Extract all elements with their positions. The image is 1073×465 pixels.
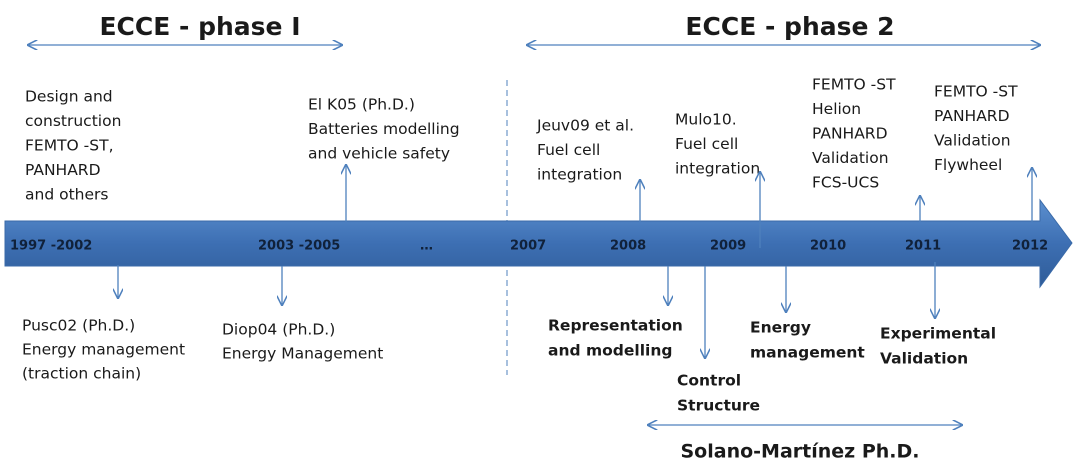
note: Diop04 (Ph.D.) Energy Management [222, 266, 383, 363]
year-label: 2003 -2005 [258, 239, 340, 254]
note-line: (traction chain) [22, 365, 141, 383]
note-line: Representation [548, 317, 683, 335]
year-label: 2009 [710, 239, 746, 254]
year-label: 2011 [905, 239, 941, 254]
note-line: Design and [25, 88, 113, 106]
note-line: Pusc02 (Ph.D.) [22, 317, 135, 335]
phase-title: ECCE - phase I [99, 12, 300, 41]
note-line: Experimental [880, 325, 996, 343]
year-label: 2012 [1012, 239, 1048, 254]
note: Energy management [750, 266, 865, 362]
note-line: FEMTO -ST [934, 83, 1018, 101]
year-label: 2010 [810, 239, 846, 254]
note-line: Batteries modelling [308, 120, 460, 138]
note-line: and modelling [548, 342, 672, 360]
note: Mulo10. Fuel cell integration [675, 111, 760, 248]
note-line: Validation [812, 149, 889, 167]
note: Control Structure [677, 266, 760, 415]
note-line: Validation [880, 350, 968, 368]
note-line: Helion [812, 100, 861, 118]
year-label: 2007 [510, 239, 546, 254]
note-line: management [750, 344, 865, 362]
note-line: and vehicle safety [308, 145, 450, 163]
year-label: … [420, 239, 433, 254]
year-label: 2008 [610, 239, 646, 254]
note: Jeuv09 et al. Fuel cell integration [536, 117, 640, 222]
note: Representation and modelling [548, 266, 683, 360]
note-line: Fuel cell [675, 135, 738, 153]
note-line: PANHARD [812, 125, 888, 143]
note-line: Energy management [22, 341, 185, 359]
note-line: Structure [677, 397, 760, 415]
thesis-label: Solano-Martínez Ph.D. [681, 441, 920, 463]
note: Experimental Validation [880, 262, 996, 368]
note-line: Flywheel [934, 156, 1002, 174]
note-line: Jeuv09 et al. [536, 117, 634, 135]
note-line: Energy Management [222, 345, 383, 363]
note-line: Diop04 (Ph.D.) [222, 321, 335, 339]
note-line: PANHARD [25, 161, 101, 179]
note: El K05 (Ph.D.) Batteries modelling and veh… [308, 96, 460, 222]
phase-title: ECCE - phase 2 [685, 12, 894, 41]
note: FEMTO -ST PANHARD Validation Flywheel [934, 83, 1032, 222]
note-line: FCS-UCS [812, 174, 879, 192]
note-line: FEMTO -ST [812, 76, 896, 94]
note-line: Fuel cell [537, 141, 600, 159]
note-line: Validation [934, 132, 1011, 150]
note-line: construction [25, 112, 121, 130]
year-label: 1997 -2002 [10, 239, 92, 254]
note-line: Energy [750, 319, 811, 337]
note-line: Mulo10. [675, 111, 737, 129]
note-line: integration [537, 166, 622, 184]
note-line: FEMTO -ST, [25, 137, 114, 155]
note-line: integration [675, 160, 760, 178]
note-line: El K05 (Ph.D.) [308, 96, 415, 114]
note-line: Control [677, 372, 741, 390]
time-arrow [4, 198, 1073, 289]
note: FEMTO -ST Helion PANHARD Validation FCS-UCS [812, 76, 920, 222]
note: Design and construction FEMTO -ST, PANHARD a… [25, 88, 121, 204]
note: Pusc02 (Ph.D.) Energy management (traction… [22, 265, 185, 383]
note-line: PANHARD [934, 107, 1010, 125]
note-line: and others [25, 186, 108, 204]
